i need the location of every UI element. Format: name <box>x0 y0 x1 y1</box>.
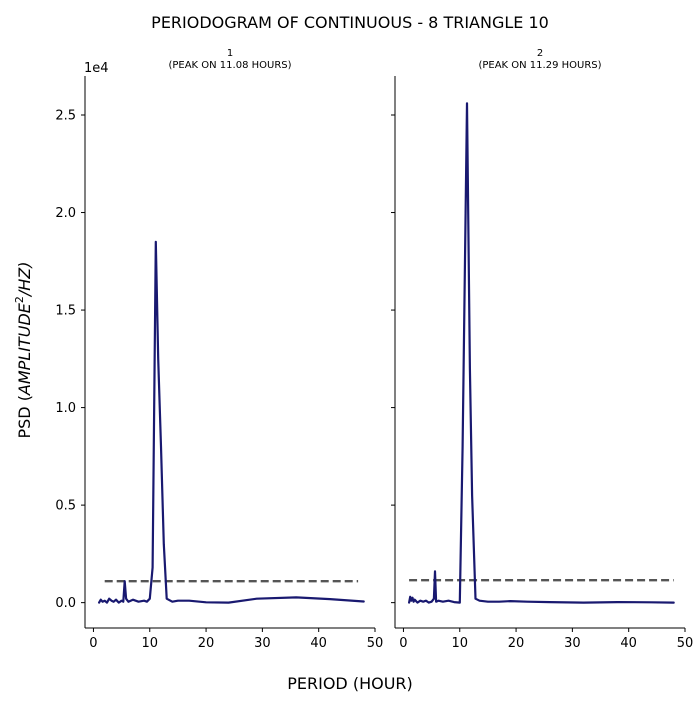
x-tick-label: 0 <box>399 636 407 651</box>
y-tick-label: 1.0 <box>55 401 76 416</box>
x-tick-label: 0 <box>89 636 97 651</box>
x-tick-label: 40 <box>310 636 327 651</box>
x-tick-label: 30 <box>564 636 581 651</box>
y-tick-label: 0.5 <box>55 499 76 514</box>
x-axis-label: PERIOD (HOUR) <box>287 674 413 693</box>
x-tick-label: 30 <box>254 636 271 651</box>
panel-title-peak: (PEAK ON 11.08 HOURS) <box>168 60 291 71</box>
y-axis-label-prefix: PSD ( <box>15 395 34 438</box>
panel-title-number: 1 <box>227 48 233 59</box>
x-tick-label: 10 <box>141 636 158 651</box>
y-axis-label: PSD (AMPLITUDE2/HZ) <box>13 261 34 438</box>
x-tick-label: 10 <box>451 636 468 651</box>
x-tick-label: 50 <box>367 636 384 651</box>
chart-title: PERIODOGRAM OF CONTINUOUS - 8 TRIANGLE 1… <box>151 13 549 32</box>
panels-group: 1(PEAK ON 11.08 HOURS)0 10 20 30 40 500.00.51… <box>55 48 693 651</box>
x-tick-label: 50 <box>677 636 694 651</box>
x-tick-label: 20 <box>508 636 525 651</box>
panel-2: 2(PEAK ON 11.29 HOURS) 0 10 20 30 40 50 <box>391 48 693 651</box>
y-offset-label: 1e4 <box>84 61 109 76</box>
y-tick-label: 2.0 <box>55 206 76 221</box>
y-axis-label-sup: 2 <box>13 296 26 303</box>
panel-1: 1(PEAK ON 11.08 HOURS) 0 10 20 30 40 50 0.0 0.5 1… <box>55 48 383 651</box>
y-tick-label: 2.5 <box>55 109 76 124</box>
y-axis-label-math: AMPLITUDE <box>15 302 34 396</box>
y-tick-label: 0.0 <box>55 596 76 611</box>
x-tick-label: 40 <box>620 636 637 651</box>
y-axis-label-suffix: /HZ) <box>15 261 34 298</box>
y-tick-label: 1.5 <box>55 304 76 319</box>
panel-title-peak: (PEAK ON 11.29 HOURS) <box>478 60 601 71</box>
psd-series-line <box>99 242 364 603</box>
psd-series-line <box>409 103 674 602</box>
x-tick-label: 20 <box>198 636 215 651</box>
panel-title-number: 2 <box>537 48 543 59</box>
